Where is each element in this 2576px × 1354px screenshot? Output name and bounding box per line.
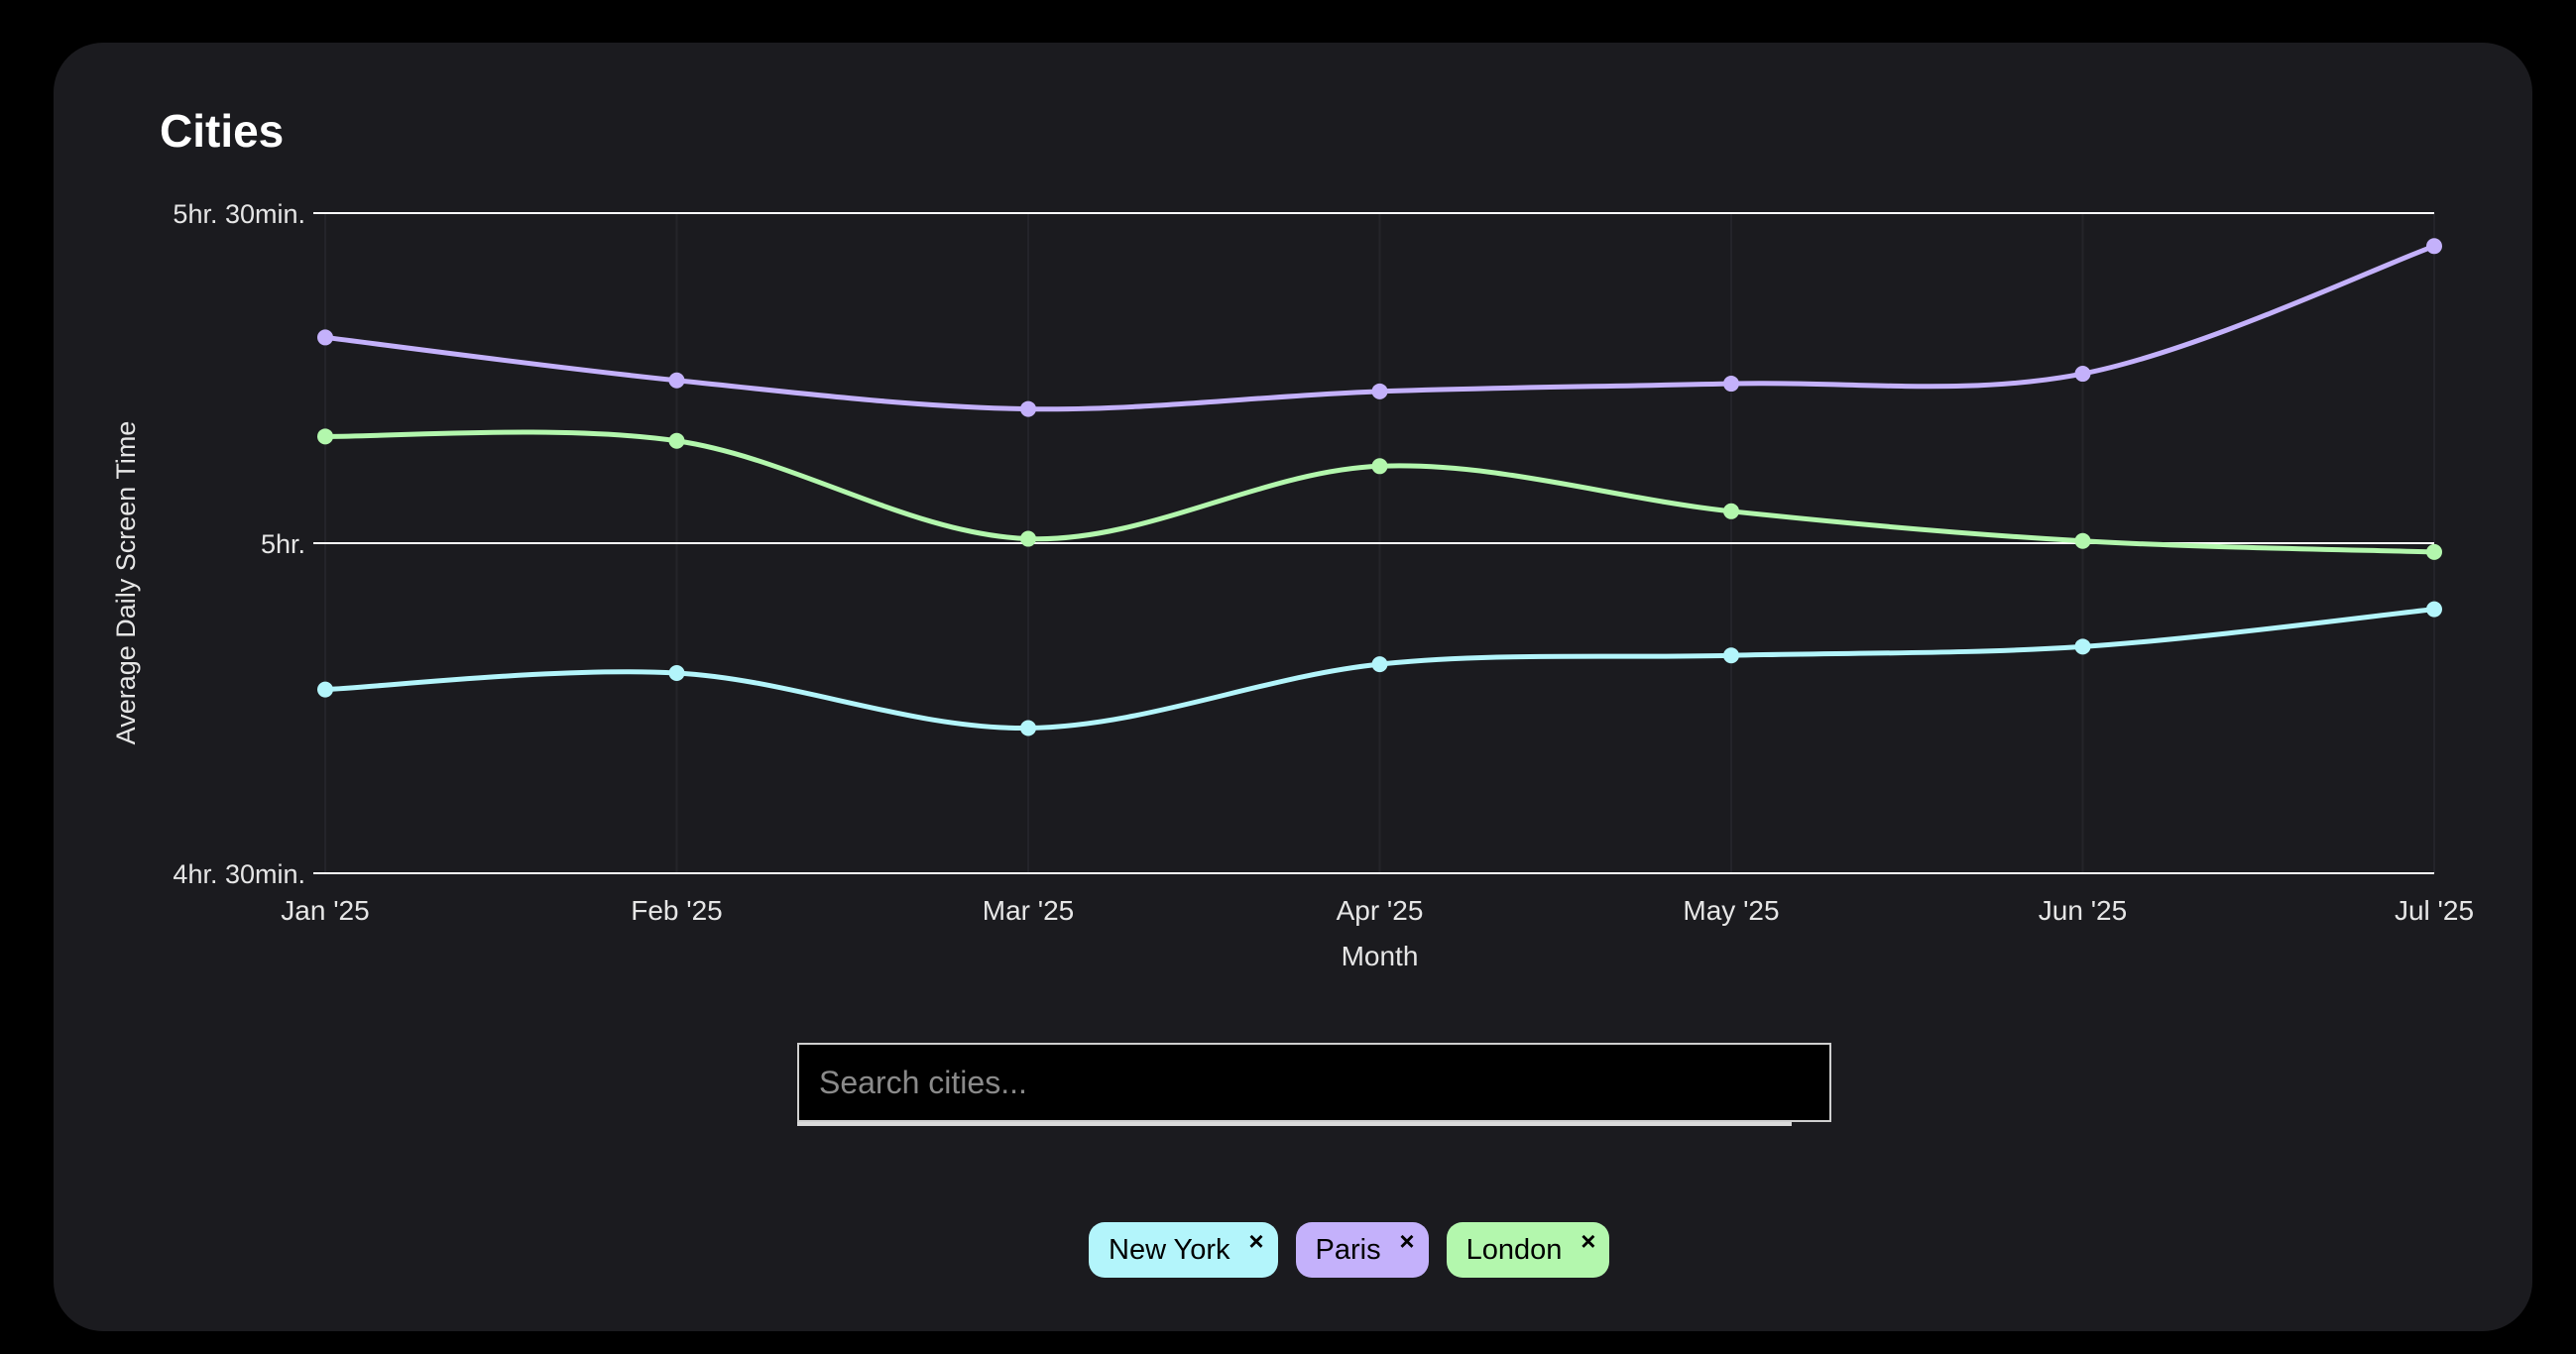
x-tick-label: Mar '25 bbox=[983, 895, 1075, 926]
data-point-new-york bbox=[1371, 656, 1388, 673]
data-point-london bbox=[1020, 530, 1036, 547]
search-box bbox=[797, 1043, 1831, 1126]
y-tick-label: 4hr. 30min. bbox=[173, 859, 305, 889]
data-point-london bbox=[2074, 532, 2091, 549]
data-point-new-york bbox=[1020, 720, 1036, 736]
x-tick-label: Jun '25 bbox=[2039, 895, 2127, 926]
data-point-new-york bbox=[668, 664, 685, 681]
series-points bbox=[317, 238, 2442, 736]
tag-label: New York bbox=[1109, 1233, 1230, 1266]
data-point-london bbox=[1723, 503, 1739, 519]
x-tick-label: Jul '25 bbox=[2395, 895, 2474, 926]
tag-new-york: New York × bbox=[1089, 1222, 1278, 1278]
data-point-new-york bbox=[317, 681, 333, 698]
data-point-london bbox=[2426, 543, 2442, 560]
x-tick-label: Apr '25 bbox=[1337, 895, 1424, 926]
tag-paris: Paris × bbox=[1295, 1222, 1429, 1278]
data-point-london bbox=[317, 428, 333, 445]
y-tick-label: 5hr. 30min. bbox=[173, 199, 305, 229]
x-tick-label: May '25 bbox=[1683, 895, 1779, 926]
x-axis-title: Month bbox=[1342, 941, 1419, 971]
selected-cities: New York × Paris × London × bbox=[1089, 1222, 1610, 1278]
data-point-london bbox=[1371, 458, 1388, 475]
y-axis-title: Average Daily Screen Time bbox=[111, 421, 141, 745]
chart-title: Cities bbox=[160, 105, 285, 157]
data-point-london bbox=[668, 432, 685, 449]
x-tick-label: Jan '25 bbox=[281, 895, 369, 926]
chart-card: Cities Month Average Daily Screen Time 5… bbox=[54, 43, 2532, 1331]
close-icon[interactable]: × bbox=[1581, 1226, 1596, 1256]
close-icon[interactable]: × bbox=[1399, 1226, 1415, 1256]
axis-labels: Month Average Daily Screen Time 5hr. 30m… bbox=[111, 199, 2474, 971]
y-tick-label: 5hr. bbox=[261, 529, 305, 559]
data-point-new-york bbox=[2426, 601, 2442, 618]
close-icon[interactable]: × bbox=[1248, 1226, 1264, 1256]
search-input[interactable] bbox=[797, 1043, 1831, 1122]
data-point-paris bbox=[1020, 400, 1036, 417]
search-underline bbox=[797, 1122, 1792, 1126]
data-point-new-york bbox=[1723, 647, 1739, 664]
line-chart: Month Average Daily Screen Time 5hr. 30m… bbox=[111, 199, 2474, 971]
tag-label: Paris bbox=[1315, 1233, 1381, 1266]
data-point-paris bbox=[1723, 376, 1739, 393]
tag-london: London × bbox=[1446, 1222, 1610, 1278]
x-tick-label: Feb '25 bbox=[631, 895, 723, 926]
data-point-paris bbox=[317, 329, 333, 346]
data-point-paris bbox=[1371, 383, 1388, 399]
data-point-paris bbox=[2426, 238, 2442, 255]
data-point-paris bbox=[668, 372, 685, 389]
data-point-paris bbox=[2074, 366, 2091, 383]
data-point-new-york bbox=[2074, 638, 2091, 655]
tag-label: London bbox=[1465, 1233, 1563, 1266]
